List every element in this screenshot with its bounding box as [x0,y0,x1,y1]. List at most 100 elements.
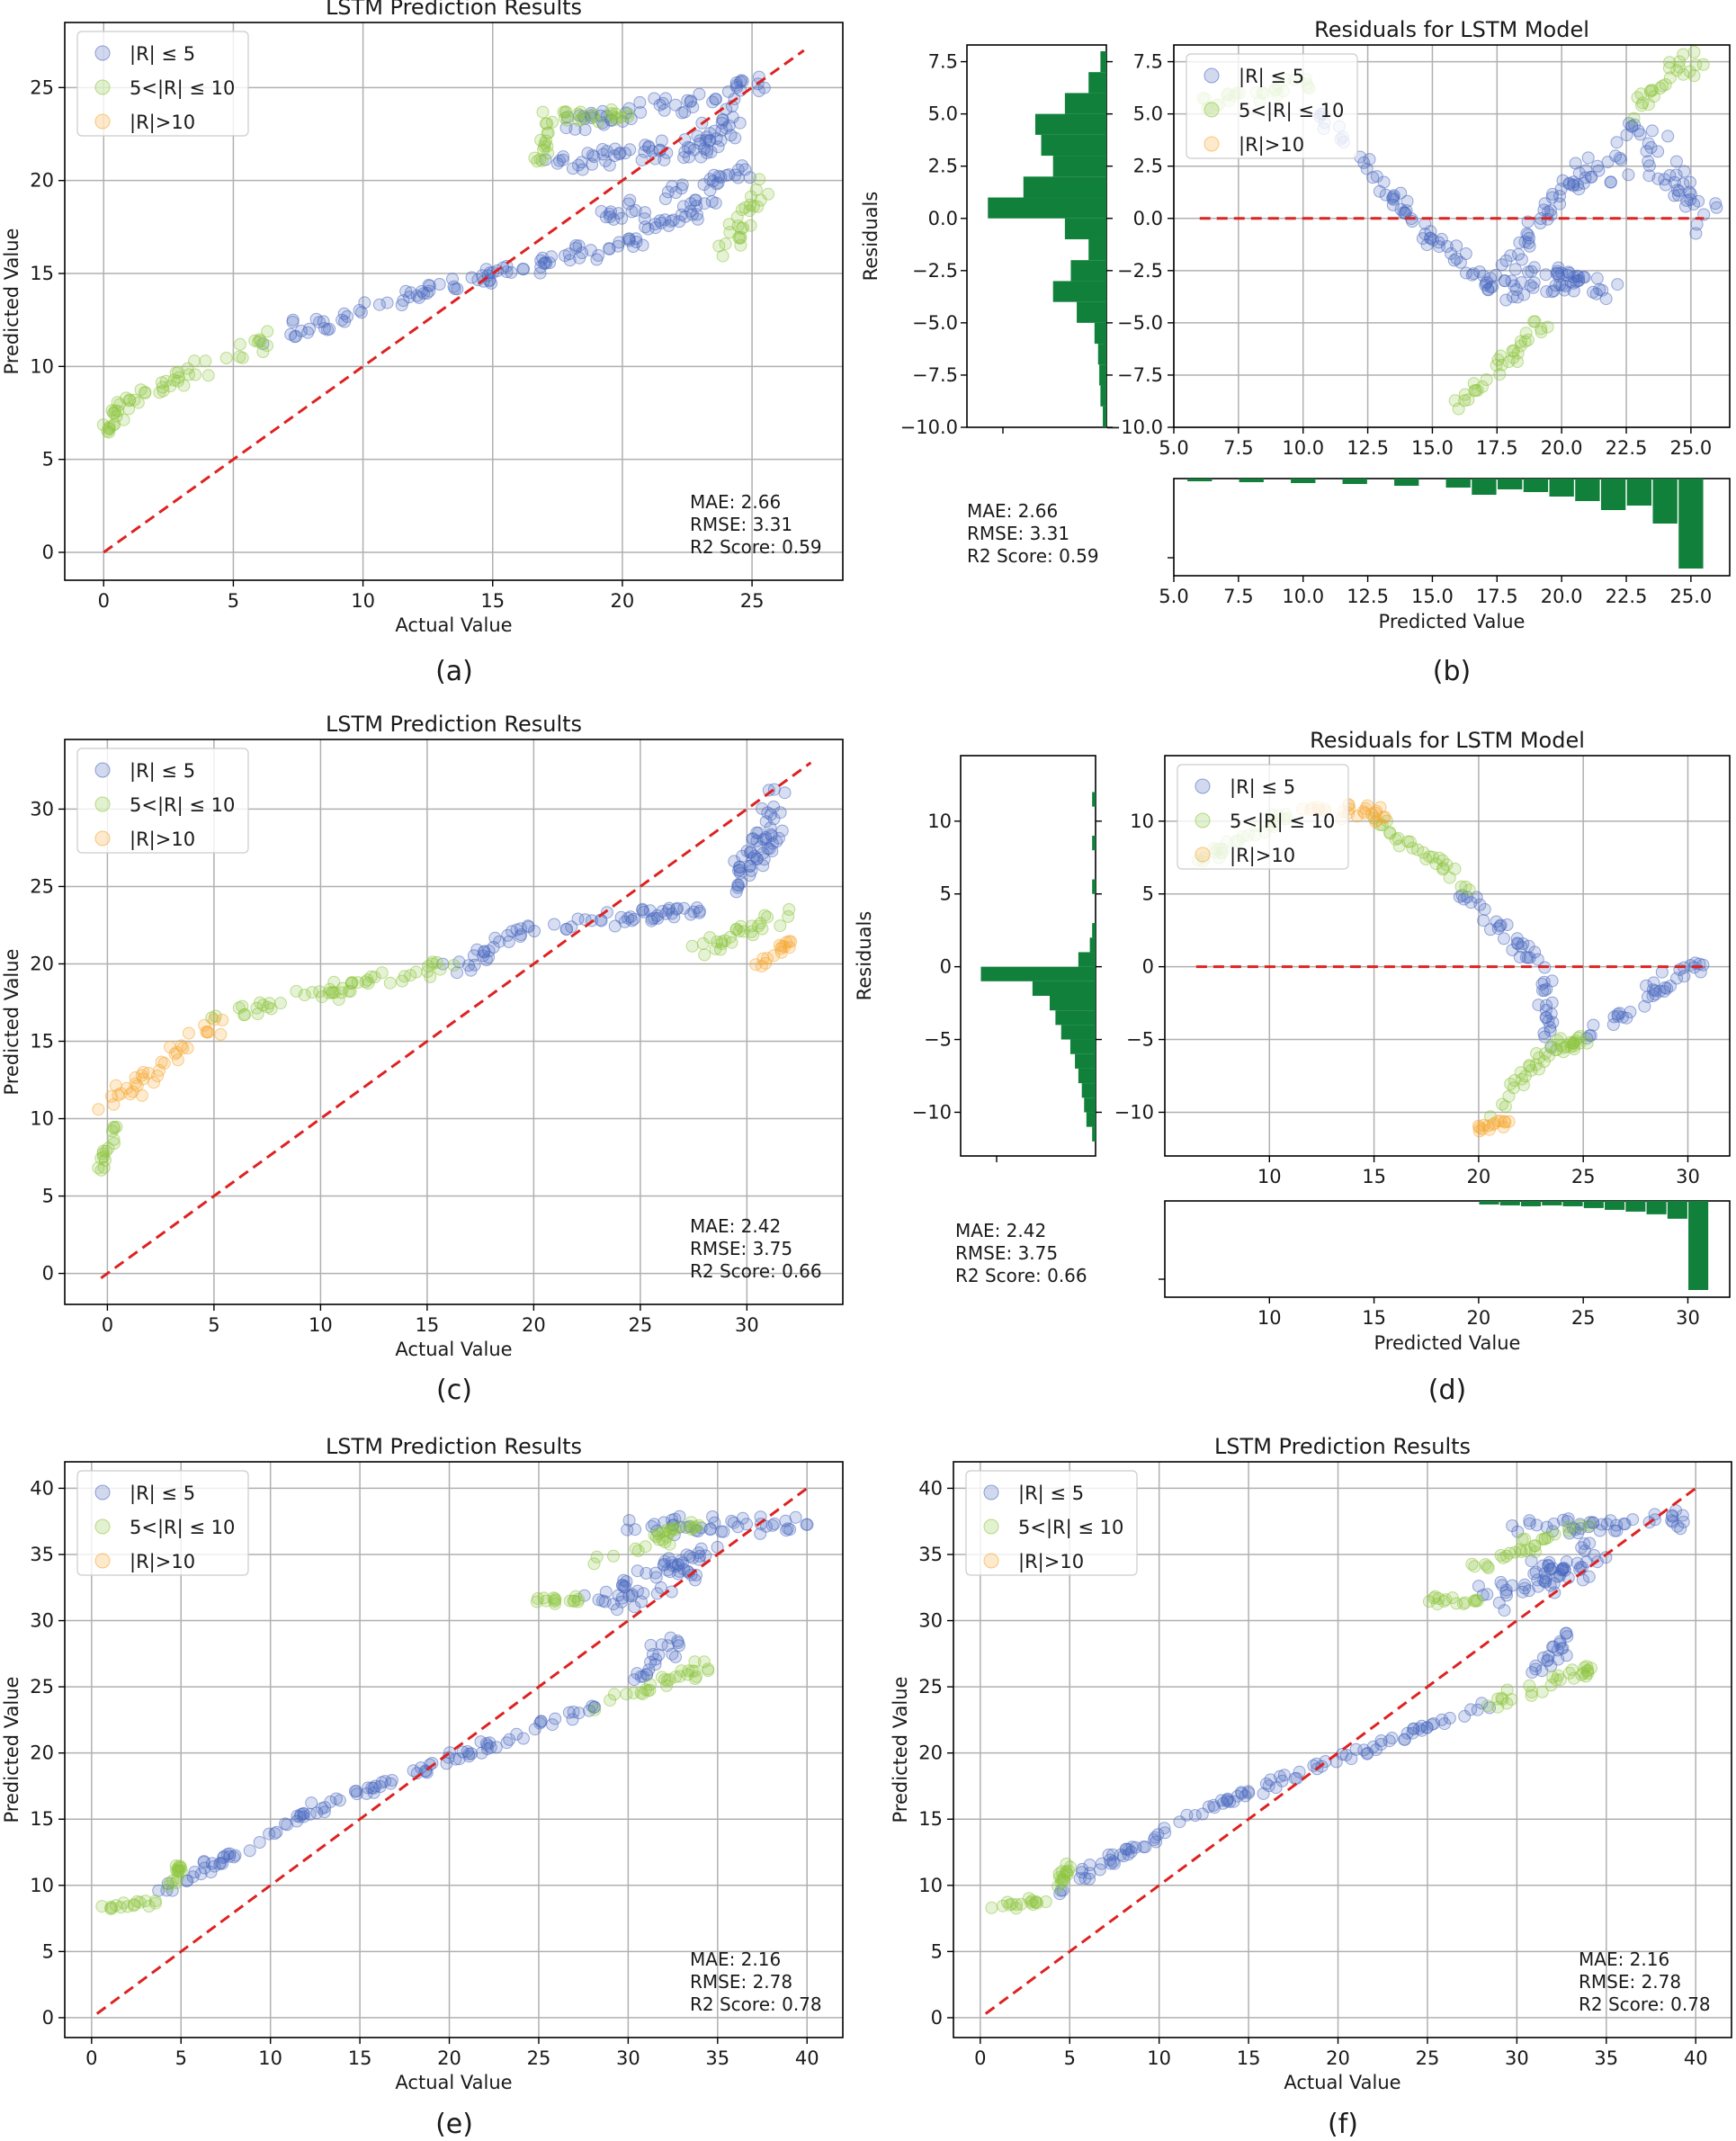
data-point [559,105,572,119]
data-point [607,212,621,226]
data-point [107,407,120,420]
data-point [407,1764,420,1778]
chart-title: Residuals for LSTM Model [1310,728,1585,753]
data-point [1514,1066,1527,1079]
legend: |R| ≤ 5 5<|R| ≤ 10 |R|>10 [1177,764,1349,870]
legend-marker [94,830,111,847]
data-point [169,1859,183,1872]
series-blue [256,70,771,351]
data-point [661,1639,675,1653]
data-point [288,330,301,344]
hist-bar [1034,113,1106,135]
data-point [690,208,703,221]
data-point [1534,217,1547,229]
data-point [1604,175,1617,189]
data-point [305,1796,318,1810]
data-point [1526,1686,1538,1699]
data-point [675,182,688,195]
series-green [95,1516,715,1915]
data-point [664,1631,677,1644]
data-point [108,1122,121,1134]
data-point [734,238,747,252]
y-tick-label: 25 [30,875,54,897]
data-point [1541,1531,1554,1545]
x-tick-label: 5.0 [1159,586,1188,607]
data-point [692,1546,705,1560]
x-tick-label: 10 [1257,1307,1282,1329]
data-point [731,864,745,877]
data-point [324,1795,337,1808]
data-point [1517,288,1531,301]
hist-bar [1520,1201,1542,1206]
data-point [273,997,287,1010]
data-point [649,221,662,235]
y-tick-label: 30 [918,1610,943,1632]
data-point [1537,1573,1551,1587]
data-point [1651,145,1665,158]
data-point [1151,1828,1165,1841]
data-point [1492,1596,1506,1609]
data-point [622,107,635,121]
data-point [743,859,756,873]
reference-line [103,49,805,554]
data-point [622,110,635,123]
data-point [730,211,744,224]
data-point [725,936,738,949]
data-point [644,1638,658,1652]
data-point [628,1600,641,1614]
panel-caption: (e) [435,2109,473,2140]
data-point [186,1870,200,1884]
data-point [800,1518,813,1531]
data-point [703,931,717,945]
data-point [128,393,141,407]
x-tick-label: 0 [102,1314,113,1336]
metric-text: MAE: 2.66 [690,491,781,513]
data-point [789,1510,802,1524]
data-point [188,354,201,368]
metric-text: RMSE: 3.75 [955,1242,1058,1264]
data-point [1555,1642,1569,1655]
data-point [1632,124,1645,138]
data-point [528,151,541,165]
data-point [622,1514,636,1527]
data-point [608,1688,621,1701]
data-point [345,976,358,990]
hist-bar [1479,1201,1499,1205]
data-point [985,1901,998,1914]
legend-label: |R| ≤ 5 [1239,66,1304,88]
series-green [96,103,774,439]
data-point [1624,1006,1637,1018]
data-point [1150,1835,1163,1849]
y-tick-label: 10 [30,1875,54,1896]
y-tick-label: 5.0 [928,103,958,125]
y-axis-label: Predicted Value [890,1677,911,1823]
data-point [709,942,722,955]
y-tick-label: −2.5 [912,260,958,282]
data-point [702,134,716,148]
data-point [121,1081,133,1095]
data-point [1464,1703,1478,1716]
data-point [1581,151,1595,165]
y-tick-label: −10 [912,1101,952,1123]
data-point [1513,236,1526,249]
data-point [1542,1650,1555,1662]
data-point [1505,274,1518,288]
metric-text: RMSE: 3.75 [690,1238,792,1259]
data-point [1227,1795,1240,1808]
data-point [1078,1872,1092,1885]
data-point [1475,1697,1489,1710]
data-point [652,1533,666,1546]
legend-label: 5<|R| ≤ 10 [1239,100,1344,122]
y-tick-label: 25 [918,1676,943,1698]
data-point [770,835,783,848]
hist-bar [1100,385,1106,407]
data-point [1663,71,1677,85]
y-tick-label: 0.0 [1133,208,1163,229]
data-point [1610,136,1624,149]
data-point [101,425,114,438]
y-axis-label: Predicted Value [1,1677,22,1823]
data-point [683,141,696,155]
data-point [333,1794,346,1807]
data-point [1457,1597,1470,1610]
data-point [164,380,177,393]
